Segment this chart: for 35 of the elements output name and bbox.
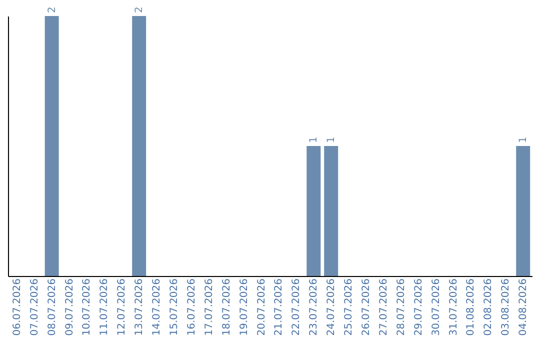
x-tick-label: 10.07.2026 [82,278,93,336]
x-tick-label: 11.07.2026 [99,278,110,336]
data-label: 2 [46,6,58,13]
x-tick-label: 13.07.2026 [134,278,146,336]
x-tick-label: 29.07.2026 [413,278,424,336]
data-label: 1 [518,136,530,143]
data-label: 2 [134,6,146,13]
x-tick-label: 02.08.2026 [483,278,494,336]
x-tick-label: 15.07.2026 [168,278,180,336]
x-tick-label: 27.07.2026 [378,278,390,336]
x-tick-label: 06.07.2026 [12,278,23,336]
x-tick-label: 21.07.2026 [274,278,285,336]
x-tick-label: 18.07.2026 [221,278,232,336]
x-tick-label: 14.07.2026 [152,278,163,336]
x-tick-label: 19.07.2026 [238,278,250,336]
x-tick-label: 03.08.2026 [500,278,512,336]
x-tick-label: 31.07.2026 [448,278,460,336]
x-tick-label: 17.07.2026 [204,278,215,336]
x-tick-label: 16.07.2026 [186,278,198,336]
x-tick-label: 23.07.2026 [308,278,320,336]
x-tick-label: 09.07.2026 [64,278,76,336]
x-tick-label: 08.07.2026 [46,278,58,336]
data-label: 1 [326,136,338,143]
x-tick-label: 01.08.2026 [466,278,477,336]
x-tick-label: 12.07.2026 [116,278,128,336]
x-tick-label: 28.07.2026 [396,278,407,336]
x-tick-label: 07.07.2026 [29,278,40,336]
x-tick-label: 24.07.2026 [326,278,338,336]
x-tick-label: 26.07.2026 [361,278,372,336]
x-tick-label: 30.07.2026 [430,278,442,336]
x-tick-label: 25.07.2026 [344,278,355,336]
data-label: 1 [308,136,320,143]
x-tick-label: 20.07.2026 [256,278,268,336]
x-tick-label: 04.08.2026 [518,278,530,336]
x-tick-label: 22.07.2026 [291,278,302,336]
